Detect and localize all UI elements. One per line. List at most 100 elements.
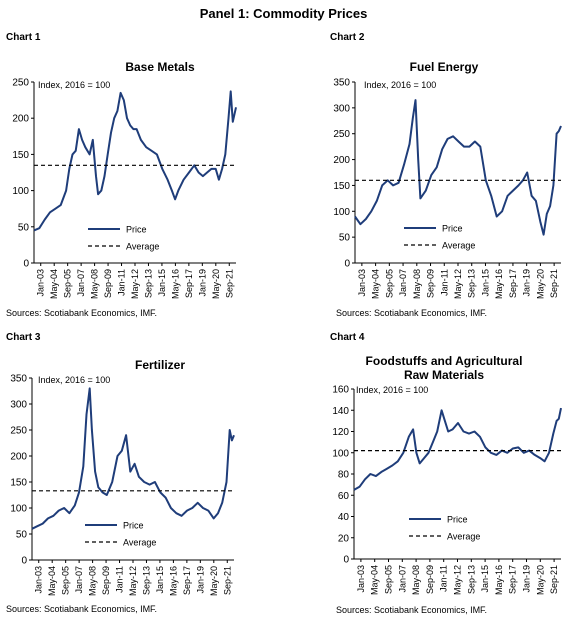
index-note: Index, 2016 = 100: [356, 385, 429, 395]
legend-price-label: Price: [442, 224, 463, 234]
legend-price-label: Price: [126, 225, 147, 235]
chart-title: Fertilizer: [40, 358, 280, 372]
chart-fuel-energy: Chart 2 Fuel Energy Index, 2016 = 100 0 5…: [284, 32, 567, 337]
y-tick-label: 100: [10, 504, 27, 515]
legend-average-label: Average: [126, 242, 159, 252]
y-tick-label: 250: [333, 129, 350, 140]
y-tick-label: 150: [333, 181, 350, 192]
chart-title-line: Foodstuffs and Agricultural: [365, 354, 523, 368]
x-tick-label: Jan-19: [197, 269, 207, 297]
x-tick-label: May-12: [128, 566, 138, 596]
legend-average-label: Average: [123, 538, 156, 548]
x-tick-label: Jan-07: [76, 269, 86, 297]
x-tick-label: May-16: [170, 269, 180, 299]
source-note: Sources: Scotiabank Economics, IMF.: [6, 604, 158, 614]
x-tick-label: May-16: [494, 269, 504, 299]
chart-title-line: Raw Materials: [403, 368, 485, 382]
chart-title-line: Base Metals: [125, 60, 195, 74]
x-tick-label: May-04: [47, 566, 57, 596]
x-tick-label: Jan-07: [398, 269, 408, 297]
x-tick-label: Sep-09: [103, 269, 113, 298]
y-tick-label: 150: [12, 150, 29, 161]
x-tick-label: Jan-19: [522, 269, 532, 297]
x-tick-label: Sep-05: [384, 269, 394, 298]
x-tick-label: May-20: [209, 566, 219, 596]
y-tick-label: 100: [333, 207, 350, 218]
price-line: [33, 90, 237, 232]
price-line: [31, 387, 235, 530]
x-tick-label: Sep-21: [224, 269, 234, 298]
x-tick-label: Sep-05: [61, 566, 71, 595]
x-tick-label: May-16: [494, 565, 504, 595]
y-tick-label: 300: [10, 400, 27, 411]
x-tick-label: Jan-07: [74, 566, 84, 594]
y-tick-label: 200: [10, 452, 27, 463]
x-tick-label: May-04: [49, 269, 59, 299]
y-tick-label: 200: [12, 114, 29, 125]
index-note: Index, 2016 = 100: [38, 80, 111, 90]
x-tick-label: Sep-21: [222, 566, 232, 595]
y-tick-label: 20: [338, 533, 350, 544]
y-tick-label: 300: [333, 103, 350, 114]
x-tick-label: Sep-05: [63, 269, 73, 298]
x-tick-label: May-08: [88, 566, 98, 596]
legend-price-label: Price: [123, 521, 144, 531]
y-tick-label: 0: [23, 259, 29, 270]
legend-average-label: Average: [447, 532, 480, 542]
legend-price-label: Price: [447, 515, 468, 525]
x-tick-label: Sep-09: [101, 566, 111, 595]
x-tick-label: Sep-13: [466, 565, 476, 594]
x-tick-label: Sep-09: [426, 269, 436, 298]
price-line: [354, 99, 562, 236]
chart-plot: 0 50 100 150 200 250 Jan-03 May-04 Sep-05 Jan-07 M…: [12, 78, 237, 299]
y-tick-label: 40: [338, 512, 350, 523]
y-tick-label: 350: [10, 374, 27, 385]
x-tick-label: May-12: [453, 269, 463, 299]
legend-average-label: Average: [442, 241, 475, 251]
chart-fertilizer: Chart 3 Fertilizer Index, 2016 = 100 0 50…: [0, 332, 283, 637]
chart-number: Chart 2: [330, 32, 365, 43]
y-tick-label: 100: [12, 186, 29, 197]
x-tick-label: Sep-17: [184, 269, 194, 298]
source-note: Sources: Scotiabank Economics, IMF.: [6, 308, 158, 318]
chart-title: Fuel Energy: [324, 60, 564, 74]
index-note: Index, 2016 = 100: [364, 80, 437, 90]
chart-number: Chart 4: [330, 332, 365, 343]
x-tick-label: May-12: [453, 565, 463, 595]
x-tick-label: Jan-11: [117, 269, 127, 296]
y-tick-label: 0: [343, 555, 349, 566]
x-tick-label: May-12: [130, 269, 140, 299]
x-tick-label: Sep-13: [143, 269, 153, 298]
index-note: Index, 2016 = 100: [38, 375, 111, 385]
x-tick-label: Sep-17: [182, 566, 192, 595]
x-tick-label: Jan-11: [439, 269, 449, 296]
y-tick-label: 60: [338, 491, 350, 502]
x-tick-label: May-16: [168, 566, 178, 596]
chart-number: Chart 3: [6, 332, 41, 343]
y-tick-label: 100: [332, 448, 349, 459]
panel-title: Panel 1: Commodity Prices: [199, 6, 368, 21]
x-tick-label: Sep-17: [508, 269, 518, 298]
x-tick-label: Jan-03: [357, 269, 367, 297]
x-tick-label: Jan-03: [356, 565, 366, 593]
y-tick-label: 250: [12, 78, 29, 89]
x-tick-label: May-20: [535, 269, 545, 299]
y-tick-label: 50: [16, 530, 28, 541]
x-tick-label: Sep-21: [549, 269, 559, 298]
x-tick-label: Jan-15: [155, 566, 165, 594]
chart-title-line: Fuel Energy: [409, 60, 479, 74]
x-tick-label: Jan-19: [522, 565, 532, 593]
x-tick-label: Jan-03: [36, 269, 46, 297]
y-tick-label: 50: [18, 222, 30, 233]
chart-title: Base Metals: [40, 60, 280, 74]
x-tick-label: Jan-15: [157, 269, 167, 297]
chart-base-metals: Chart 1 Base Metals Index, 2016 = 100 0 5…: [0, 32, 283, 337]
y-tick-label: 140: [332, 406, 349, 417]
y-tick-label: 150: [10, 478, 27, 489]
chart-title: Foodstuffs and Agricultural Raw Material…: [324, 354, 564, 382]
x-tick-label: Jan-15: [480, 565, 490, 593]
y-tick-label: 80: [338, 470, 350, 481]
